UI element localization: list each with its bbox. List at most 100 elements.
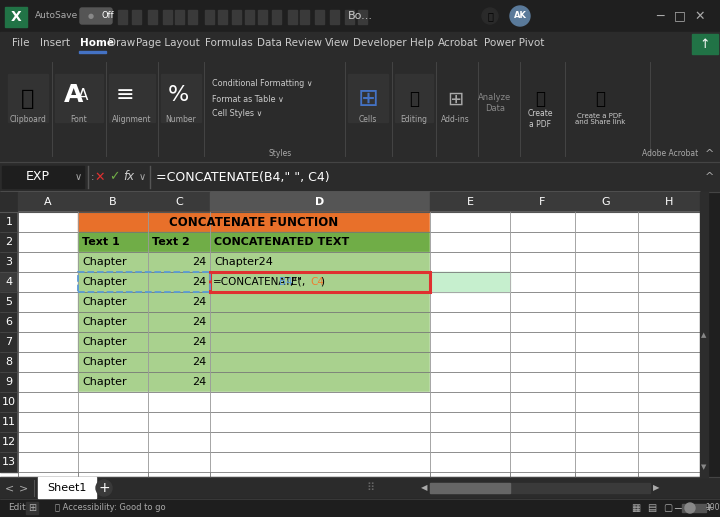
Bar [0,412,18,432]
Bar [18,212,78,232]
Text: G: G [602,197,611,207]
Text: 📤: 📤 [595,90,605,108]
Bar [430,332,510,352]
Bar [575,352,638,372]
Text: ⊞: ⊞ [28,503,36,513]
Bar [0,212,18,232]
Text: ,"",: ,"", [289,277,306,287]
Bar [8,74,48,122]
Text: 🔍: 🔍 [487,11,493,21]
Bar [148,212,210,232]
Text: Clipboard: Clipboard [9,114,46,124]
Bar [78,432,148,452]
Bar [2,166,84,188]
Text: ─: ─ [656,9,664,23]
Bar [79,51,107,53]
Bar [78,232,148,252]
Bar [575,272,638,292]
Text: AK: AK [513,11,526,21]
Text: Home: Home [80,38,114,48]
Text: ▼: ▼ [701,464,707,470]
Bar [210,212,430,232]
Bar [0,162,720,192]
Bar [638,352,700,372]
Bar [0,392,18,412]
Bar [210,452,430,472]
Bar [163,10,172,24]
Text: ⊞: ⊞ [358,87,379,111]
Bar [288,10,297,24]
Bar [0,499,720,517]
Text: >: > [19,483,29,493]
Bar [0,272,18,292]
Bar [148,352,210,372]
Text: ▤: ▤ [647,503,657,513]
Text: A: A [64,83,84,107]
Bar [700,192,708,477]
Bar [430,452,510,472]
Text: 📋: 📋 [22,89,35,109]
Text: B: B [109,197,117,207]
Bar [78,332,148,352]
Text: 8: 8 [6,357,12,367]
Bar [148,10,157,24]
Bar [258,10,267,24]
Bar [0,232,18,252]
Text: Edit: Edit [8,504,26,512]
Bar [358,10,367,24]
Bar [205,10,214,24]
Text: ∨: ∨ [74,172,81,182]
Bar [430,412,510,432]
Text: 24: 24 [192,377,206,387]
Text: A: A [78,87,89,102]
Text: Draw: Draw [108,38,135,48]
Bar [210,372,430,392]
Text: E: E [467,197,474,207]
Text: Number: Number [166,114,197,124]
Bar [575,432,638,452]
Bar [575,232,638,252]
Bar [510,272,575,292]
Bar [575,412,638,432]
Text: Chapter: Chapter [82,317,127,327]
Text: B4: B4 [279,277,293,287]
Bar [78,272,148,292]
Text: EXP: EXP [26,171,50,184]
Bar [210,312,430,332]
Text: View: View [325,38,349,48]
Text: 4: 4 [6,277,12,287]
Text: ✓: ✓ [109,171,120,184]
Text: Bo...: Bo... [348,11,372,21]
Bar [148,332,210,352]
Bar [638,272,700,292]
Bar [430,483,510,493]
Bar [638,452,700,472]
Text: <: < [5,483,14,493]
Bar [0,252,18,272]
Text: 24: 24 [192,357,206,367]
Bar [430,272,510,292]
Text: Add-ins: Add-ins [441,114,469,124]
Bar [210,272,430,292]
Bar [18,432,78,452]
Text: Editing: Editing [400,114,428,124]
Bar [175,10,184,24]
Text: Chapter: Chapter [82,297,127,307]
Text: File: File [12,38,30,48]
Text: Chapter: Chapter [82,357,127,367]
Text: 2: 2 [6,237,12,247]
Bar [272,10,281,24]
Bar [188,10,197,24]
Bar [78,352,148,372]
Text: Sheet1: Sheet1 [48,483,86,493]
Bar [18,252,78,272]
Bar [510,192,575,212]
Bar [510,392,575,412]
Bar [575,392,638,412]
Bar [430,483,650,493]
Bar [692,34,718,54]
Bar [0,372,18,392]
Text: Format as Table ∨: Format as Table ∨ [212,95,284,103]
Bar [148,452,210,472]
Text: □: □ [674,9,686,23]
